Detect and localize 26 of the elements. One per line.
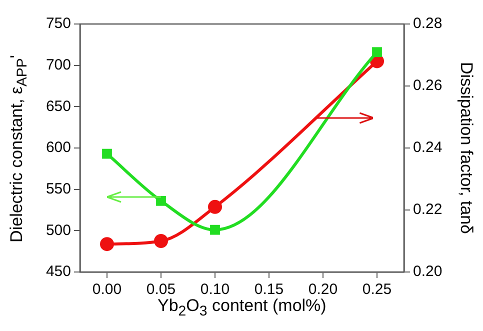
point (210, 224, 220, 235)
y-tick-label: 550 (46, 180, 71, 198)
y-tick-label: 500 (46, 222, 71, 239)
y-tick-label: 600 (46, 139, 71, 156)
y-tick-label: 450 (46, 263, 71, 280)
point (100, 237, 114, 252)
y2-tick-label: 0.26 (413, 77, 442, 94)
point (102, 148, 112, 159)
y2-tick-label: 0.24 (413, 139, 442, 156)
y-tick-label: 650 (46, 98, 71, 115)
y2-tick-label: 0.20 (413, 263, 442, 280)
point (208, 200, 222, 214)
y2-axis-title: Dissipation factor, tanδ (456, 62, 476, 234)
y2-tick-label: 0.22 (413, 201, 442, 218)
x-tick-label: 0.15 (254, 281, 284, 298)
point (154, 234, 168, 248)
x-tick-label: 0.20 (308, 281, 338, 298)
y-tick-label: 750 (46, 15, 71, 32)
x-tick-label: 0.25 (362, 281, 392, 298)
y2-tick-label: 0.28 (413, 15, 442, 32)
x-tick-label: 0.10 (200, 281, 230, 298)
x-tick-label: 0.00 (92, 281, 122, 298)
x-tick-label: 0.05 (146, 281, 176, 298)
x-axis-title: Yb$_{2}$O$_{3}$ content (mol%) (158, 296, 326, 320)
point (372, 47, 382, 58)
y-tick-label: 700 (46, 56, 71, 74)
